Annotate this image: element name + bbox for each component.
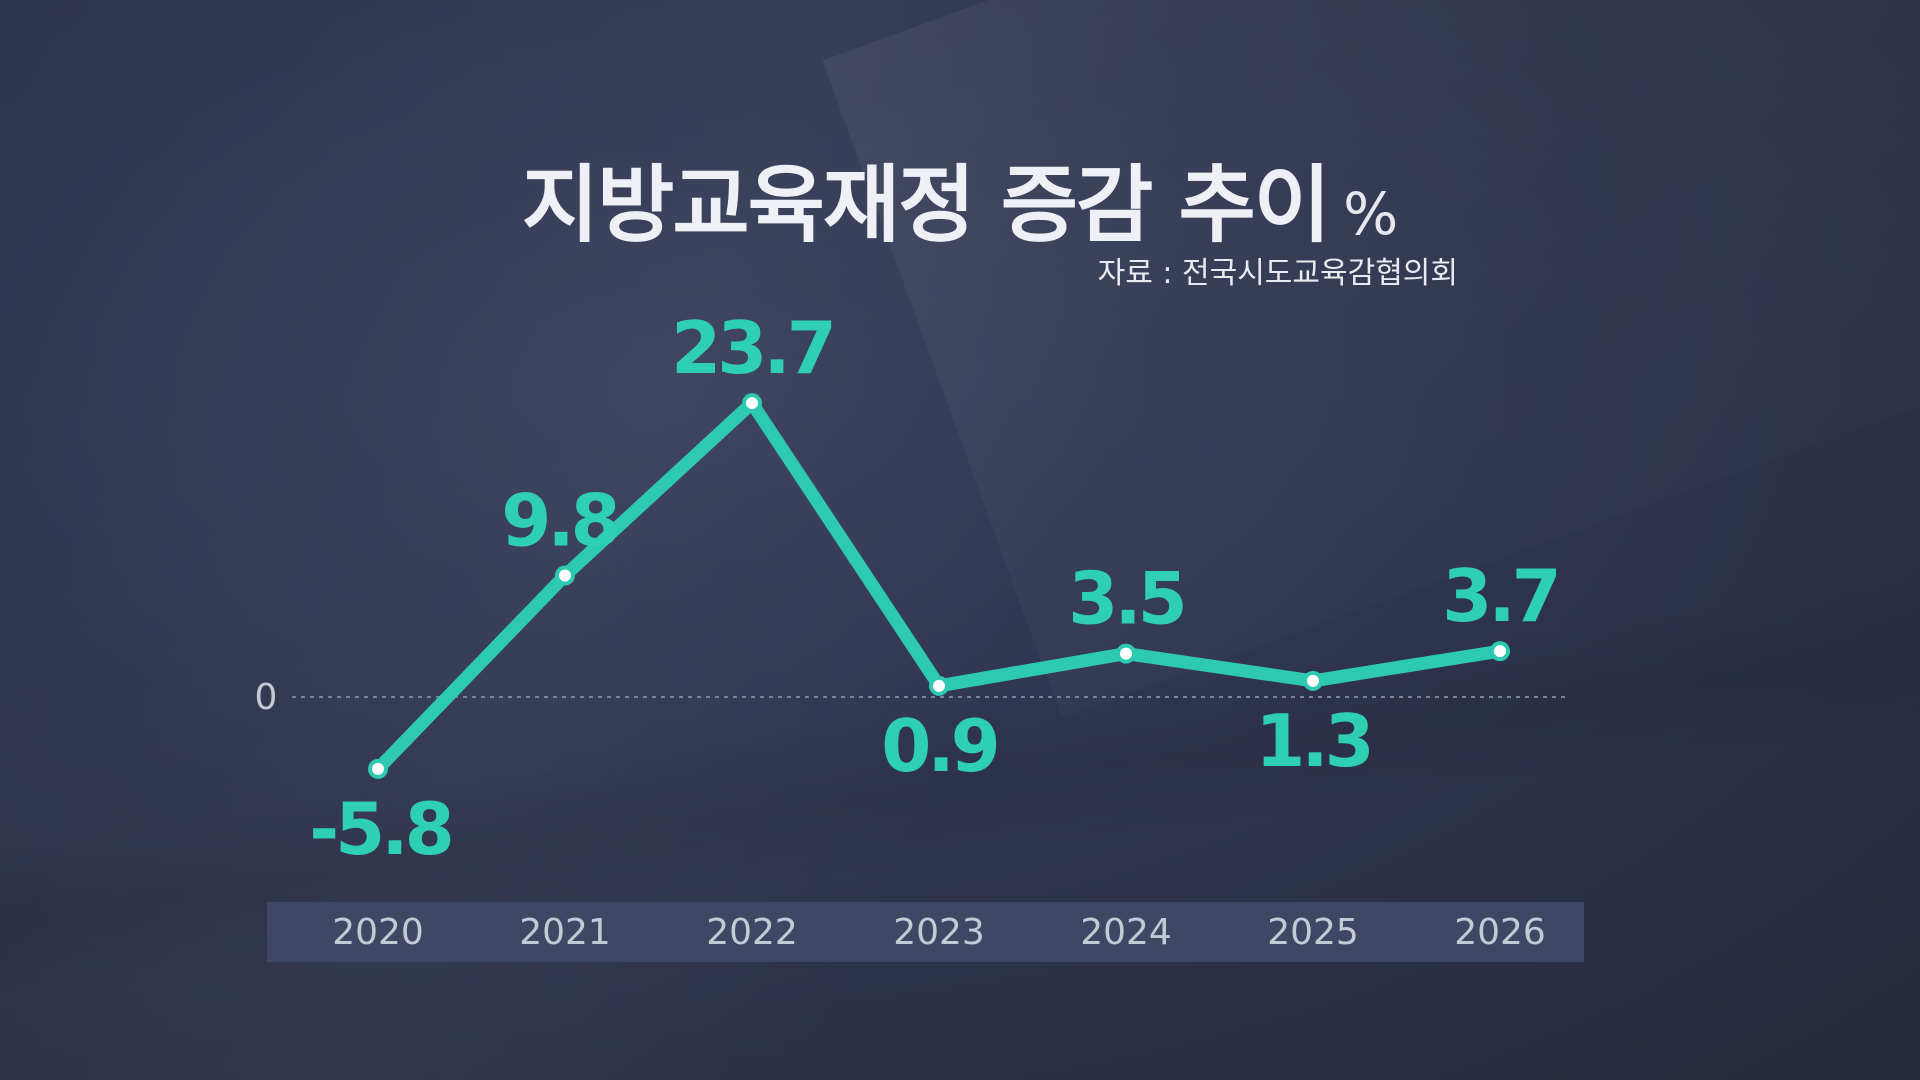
x-tick-label: 2025 (1267, 912, 1359, 953)
zero-label: 0 (255, 677, 278, 718)
chart-title: 지방교육재정 증감 추이 (521, 156, 1331, 254)
x-tick-label: 2021 (519, 912, 611, 953)
data-point (559, 569, 571, 582)
source-label: 자료 : 전국시도교육감협의회 (1097, 256, 1458, 291)
data-point (933, 679, 945, 692)
data-label: 1.3 (1255, 699, 1371, 783)
x-tick-label: 2020 (332, 912, 424, 953)
data-label: 3.7 (1442, 554, 1558, 638)
data-label: 0.9 (881, 704, 997, 788)
chart-header: 지방교육재정 증감 추이% (0, 138, 1920, 259)
data-point (746, 397, 758, 410)
x-axis-band (267, 902, 1584, 962)
data-point (1307, 674, 1319, 687)
data-label: 3.5 (1068, 557, 1184, 641)
x-tick-label: 2026 (1454, 912, 1546, 953)
data-label: 9.8 (501, 478, 617, 562)
data-point (372, 762, 384, 775)
data-label: 23.7 (671, 306, 833, 390)
data-point (1120, 647, 1132, 660)
unit-label: % (1343, 180, 1399, 248)
x-tick-label: 2024 (1080, 912, 1172, 953)
x-tick-label: 2022 (706, 912, 798, 953)
data-point (1494, 645, 1506, 658)
x-tick-label: 2023 (893, 912, 985, 953)
data-label: -5.8 (309, 787, 450, 871)
